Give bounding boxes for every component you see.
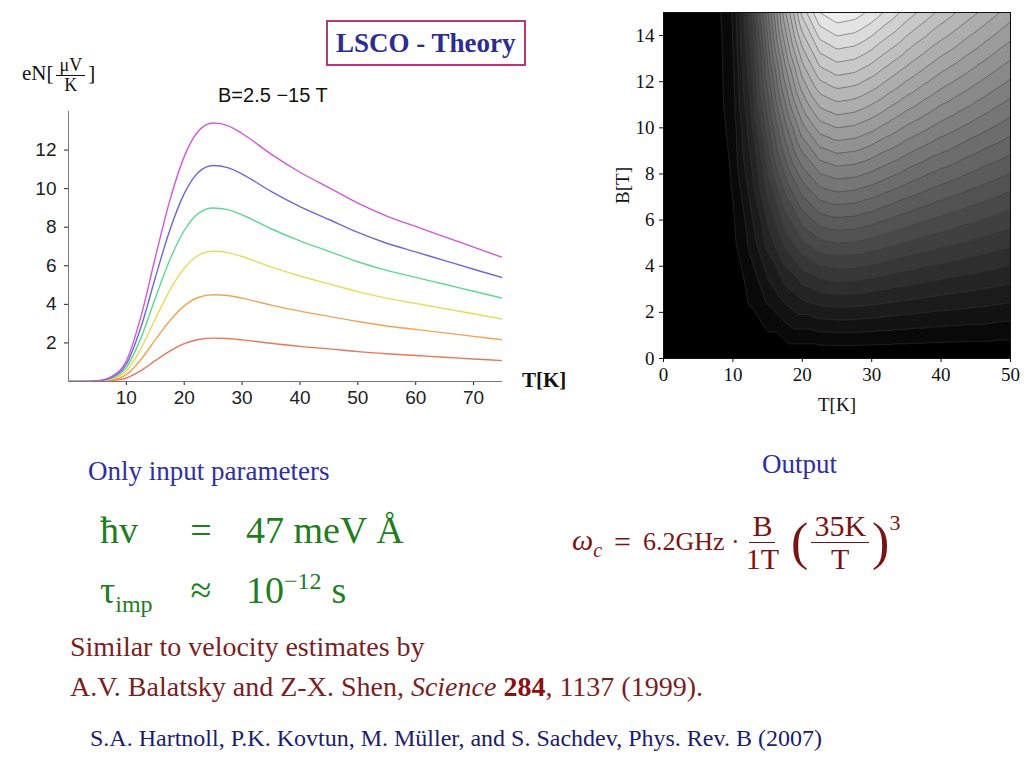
html-text:T: T — [831, 541, 850, 575]
svg-text:50: 50 — [347, 387, 368, 408]
svg-text:40: 40 — [932, 364, 951, 385]
svg-text:6: 6 — [46, 255, 57, 276]
html-text:eN[ μV: eN[ μV — [22, 55, 83, 86]
html-text:ħv: ħv — [100, 509, 138, 551]
html-text:Output: Output — [762, 449, 837, 479]
svg-text:14: 14 — [636, 25, 656, 46]
html-text:47 meV Å: 47 meV Å — [246, 509, 404, 551]
svg-text:8: 8 — [645, 163, 655, 184]
svg-text:10: 10 — [723, 364, 742, 385]
svg-text:50: 50 — [1001, 364, 1020, 385]
html-text:Similar to velocity estimates: Similar to velocity estimates by — [70, 631, 425, 662]
html-text:3: 3 — [889, 510, 901, 535]
html-text:LSCO - Theory: LSCO - Theory — [336, 28, 516, 58]
svg-text:40: 40 — [289, 387, 310, 408]
svg-text:4: 4 — [46, 293, 57, 314]
svg-text:20: 20 — [793, 364, 812, 385]
html-text:6.2GHz ·: 6.2GHz · — [643, 527, 740, 556]
svg-text:30: 30 — [232, 387, 253, 408]
html-text:ωc =: ωc = — [572, 522, 631, 561]
html-text:τimp: τimp — [100, 569, 153, 617]
html-text:A.V. Balatsky and Z-X. Shen, S: A.V. Balatsky and Z-X. Shen, Science 284… — [70, 671, 703, 702]
svg-text:60: 60 — [405, 387, 426, 408]
svg-text:0: 0 — [645, 348, 655, 369]
html-text:1T (35K: 1T (35K — [745, 509, 867, 575]
svg-text:0: 0 — [659, 364, 669, 385]
svg-text:10: 10 — [35, 178, 56, 199]
svg-text:10: 10 — [636, 117, 655, 138]
svg-text:T[K]: T[K] — [818, 394, 856, 415]
svg-text:12: 12 — [35, 139, 56, 160]
svg-text:B[T]: B[T] — [612, 167, 633, 204]
html-text:B=2.5 −15 T: B=2.5 −15 T — [218, 84, 328, 106]
svg-text:10: 10 — [116, 387, 137, 408]
svg-text:8: 8 — [46, 216, 57, 237]
html-text:T[K]: T[K] — [522, 368, 567, 392]
html-text:B: B — [752, 509, 773, 542]
svg-text:30: 30 — [862, 364, 881, 385]
svg-text:12: 12 — [636, 71, 655, 92]
svg-text:2: 2 — [645, 301, 655, 322]
svg-text:70: 70 — [463, 387, 484, 408]
html-text:10−12 s: 10−12 s — [246, 568, 347, 611]
svg-text:20: 20 — [174, 387, 195, 408]
svg-text:6: 6 — [645, 209, 655, 230]
svg-text:4: 4 — [645, 255, 655, 276]
html-text:K: K — [64, 74, 78, 95]
svg-text:2: 2 — [46, 332, 57, 353]
html-text:S.A. Hartnoll, P.K. Kovtun, M.: S.A. Hartnoll, P.K. Kovtun, M. Müller, a… — [90, 725, 822, 751]
html-text:Only input parameters: Only input parameters — [88, 456, 330, 486]
